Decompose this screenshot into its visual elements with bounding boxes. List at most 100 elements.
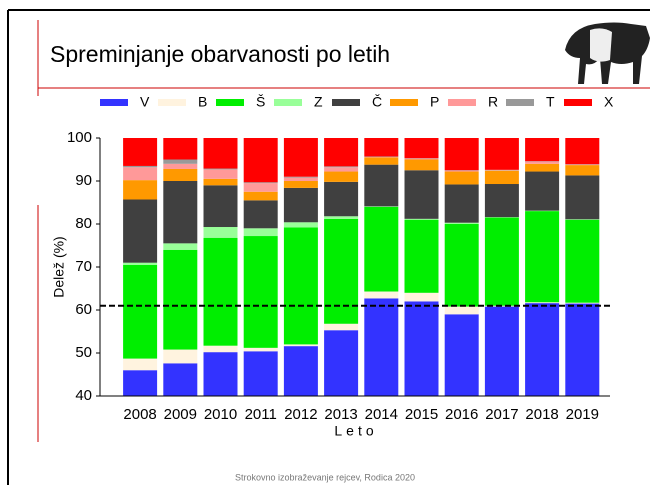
slide-title: Spreminjanje obarvanosti po letih (50, 41, 390, 67)
slide: Spreminjanje obarvanosti po letih Stroko… (0, 0, 650, 485)
bar-segment (565, 304, 599, 396)
bar-segment (445, 314, 479, 396)
bar-segment (123, 138, 157, 166)
footer: Strokovno izobraževanje rejcev, Rodica 2… (235, 472, 415, 482)
bar-segment (485, 307, 519, 396)
bar-segment (324, 324, 358, 330)
bar-segment (565, 175, 599, 219)
legend-swatch (100, 99, 128, 106)
bar-segment (364, 298, 398, 396)
y-tick-label: 60 (75, 301, 92, 318)
bar-segment (244, 200, 278, 228)
bar-segment (244, 182, 278, 183)
legend-swatch (158, 99, 186, 106)
bar-segment (525, 303, 559, 396)
bar-segment (405, 293, 439, 302)
bar-segment (445, 307, 479, 315)
bar-segment (445, 184, 479, 222)
legend-label: Č (372, 94, 382, 110)
bar-segment (284, 188, 318, 222)
bar-segment (364, 207, 398, 292)
x-tick-label: 2014 (365, 406, 398, 423)
bar-segment (525, 211, 559, 302)
bar-segment (485, 218, 519, 306)
bar-segment (204, 185, 238, 227)
bar-segment (284, 177, 318, 178)
bar-segment (284, 181, 318, 188)
bar-segment (204, 352, 238, 396)
x-tick-label: 2012 (284, 406, 317, 423)
bar-segment (445, 138, 479, 170)
bar-segment (324, 172, 358, 182)
bar-segment (163, 243, 197, 249)
bar-segment (244, 192, 278, 201)
bar-segment (163, 138, 197, 160)
bar-segment (324, 138, 358, 166)
x-tick-label: 2009 (164, 406, 197, 423)
bar-segment (364, 165, 398, 207)
bar-segment (405, 219, 439, 220)
bar-segment (445, 224, 479, 307)
bar-segment (244, 228, 278, 236)
bar-segment (405, 301, 439, 396)
y-tick-label: 80 (75, 215, 92, 232)
bar-segment (405, 160, 439, 171)
x-axis-label: Leto (334, 423, 377, 439)
bar-segment (204, 346, 238, 352)
x-tick-label: 2011 (245, 406, 277, 423)
bar-segment (405, 159, 439, 160)
legend-swatch (390, 99, 418, 106)
bar-segment (324, 182, 358, 216)
bar-segment (163, 164, 197, 169)
bar-segment (244, 348, 278, 351)
bar-segment (405, 138, 439, 158)
bar-segment (284, 227, 318, 344)
bar-segment (123, 265, 157, 359)
bar-segment (204, 238, 238, 346)
bar-segment (163, 169, 197, 181)
bar-segment (204, 169, 238, 170)
bar-segment (324, 216, 358, 219)
x-tick-label: 2017 (485, 406, 518, 423)
bar-segment (244, 236, 278, 348)
bar-segment (244, 138, 278, 182)
bar-segment (163, 250, 197, 350)
bar-segment (565, 138, 599, 164)
x-tick-label: 2018 (525, 406, 558, 423)
bar-segment (525, 164, 559, 172)
bar-segment (364, 138, 398, 156)
y-tick-label: 50 (75, 344, 92, 361)
bar-segment (324, 330, 358, 396)
bar-segment (123, 166, 157, 167)
bar-segment (123, 359, 157, 371)
bar-segment (485, 171, 519, 184)
legend-label: B (198, 94, 207, 110)
legend-swatch (506, 99, 534, 106)
bar-segment (163, 350, 197, 364)
x-tick-label: 2013 (324, 406, 357, 423)
bar-segment (163, 181, 197, 243)
bar-segment (204, 227, 238, 238)
bar-segment (284, 222, 318, 227)
bar-segment (204, 169, 238, 178)
legend-label: Z (314, 94, 323, 110)
legend-swatch (216, 99, 244, 106)
bar-segment (445, 171, 479, 172)
bar-segment (163, 363, 197, 396)
bar-segment (123, 199, 157, 262)
legend-label: P (430, 94, 439, 110)
bar-segment (405, 220, 439, 293)
bar-segment (525, 302, 559, 303)
y-tick-label: 100 (67, 129, 92, 146)
y-tick-label: 90 (75, 172, 92, 189)
bar-segment (324, 167, 358, 171)
y-axis-label: Delež (%) (51, 236, 67, 297)
legend-swatch (448, 99, 476, 106)
y-tick-label: 40 (75, 387, 92, 404)
bar-segment (565, 220, 599, 303)
bar-segment (204, 138, 238, 169)
legend-label: V (140, 94, 150, 110)
bar-segment (284, 178, 318, 181)
bar-segment (324, 166, 358, 167)
bar-segment (284, 138, 318, 177)
